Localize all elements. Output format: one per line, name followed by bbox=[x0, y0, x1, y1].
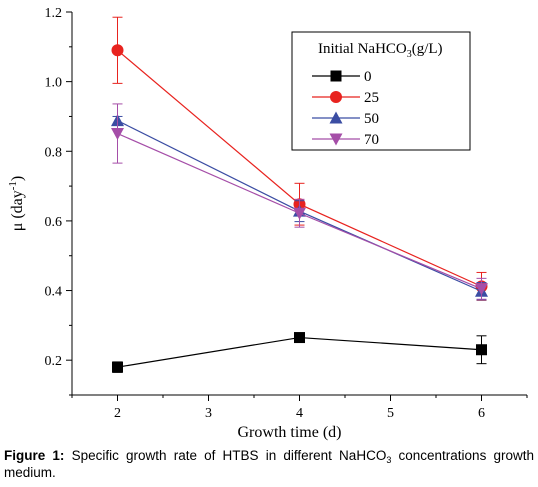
legend-box bbox=[291, 31, 471, 151]
y-tick-label: 0.4 bbox=[45, 285, 63, 300]
x-axis-title: Growth time (d) bbox=[238, 424, 342, 441]
y-tick-label: 1.2 bbox=[45, 6, 63, 21]
legend-label-25: 25 bbox=[364, 90, 379, 106]
x-tick-label: 6 bbox=[478, 406, 485, 421]
data-point-0 bbox=[476, 344, 487, 356]
y-tick-label: 1.0 bbox=[45, 76, 63, 91]
legend-title: Initial NaHCO3(g/L) bbox=[318, 41, 443, 60]
y-tick-label: 0.2 bbox=[45, 354, 63, 369]
caption-text-before: Specific growth rate of HTBS in differen… bbox=[71, 448, 387, 463]
x-tick-label: 5 bbox=[387, 406, 394, 421]
legend-title-end: (g/L) bbox=[412, 41, 443, 57]
data-point-70 bbox=[475, 283, 488, 296]
caption-label: Figure 1: bbox=[4, 448, 65, 463]
legend-title-sub: 3 bbox=[407, 49, 412, 60]
data-point-70 bbox=[293, 207, 306, 220]
legend-title-main: Initial NaHCO bbox=[318, 41, 407, 57]
x-tick-label: 3 bbox=[205, 406, 212, 421]
data-point-70 bbox=[111, 128, 124, 141]
data-point-25 bbox=[111, 44, 124, 57]
data-point-0 bbox=[112, 361, 123, 373]
data-point-0 bbox=[294, 332, 305, 344]
x-tick-label: 4 bbox=[296, 406, 303, 421]
legend-marker-50 bbox=[329, 111, 343, 124]
y-axis-title-close: ) bbox=[9, 176, 26, 181]
y-tick-label: 0.8 bbox=[45, 145, 63, 160]
figure-caption: Figure 1: Specific growth rate of HTBS i… bbox=[4, 447, 534, 481]
legend-label-50: 50 bbox=[364, 111, 379, 127]
series-70 bbox=[111, 103, 488, 300]
series-0 bbox=[112, 332, 487, 373]
plot-area: 2 3 4 5 6 0.2 0.4 0.6 0.8 1.0 1.2 Growth time (d) μ … bbox=[7, 6, 528, 441]
legend-marker-25 bbox=[330, 91, 342, 103]
x-tick-label: 2 bbox=[114, 406, 121, 421]
caption-text-after: concentrations growth medium. bbox=[4, 448, 534, 480]
caption-subscript: 3 bbox=[386, 455, 392, 465]
legend: Initial NaHCO3(g/L) 0 25 50 70 bbox=[291, 31, 471, 151]
y-axis-title: μ (day-1) bbox=[7, 176, 26, 232]
growth-rate-chart: 2 3 4 5 6 0.2 0.4 0.6 0.8 1.0 1.2 Growth time (d) μ … bbox=[7, 6, 528, 441]
legend-label-0: 0 bbox=[364, 69, 372, 85]
legend-marker-70 bbox=[329, 133, 343, 146]
y-tick-label: 0.6 bbox=[45, 215, 63, 230]
legend-marker-0 bbox=[330, 70, 342, 82]
legend-label-70: 70 bbox=[364, 132, 379, 148]
y-axis-title-sup: -1 bbox=[7, 181, 19, 190]
y-axis-title-main: μ (day bbox=[9, 190, 26, 231]
